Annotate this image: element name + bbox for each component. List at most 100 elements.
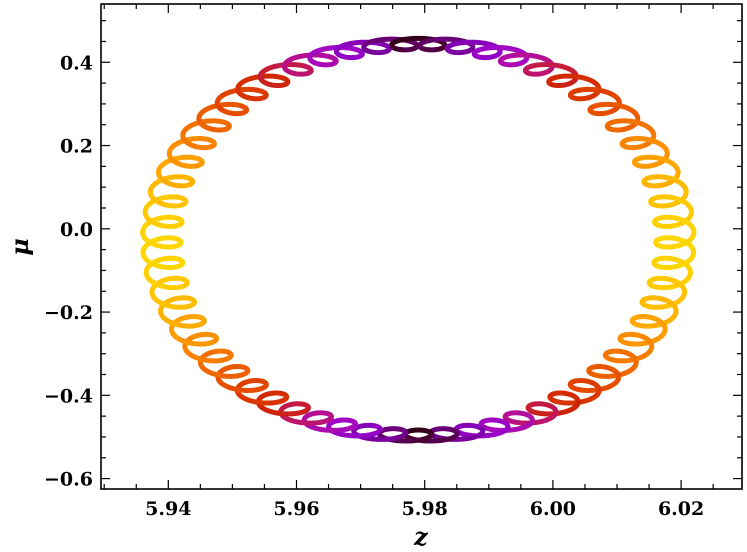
trajectory-segment bbox=[148, 174, 174, 193]
trajectory-segment bbox=[423, 434, 457, 444]
trajectory-segment bbox=[658, 218, 688, 229]
trajectory-segment bbox=[408, 432, 434, 444]
trajectory-segment bbox=[485, 424, 511, 438]
trajectory-segment bbox=[618, 348, 639, 366]
x-tick-label: 5.98 bbox=[402, 498, 448, 520]
trajectory-segment bbox=[174, 320, 205, 329]
trajectory-group bbox=[140, 35, 697, 444]
trajectory-segment bbox=[205, 333, 220, 346]
trajectory-segment bbox=[568, 93, 591, 102]
trajectory-segment bbox=[224, 384, 260, 393]
y-tick-label: 0.2 bbox=[60, 136, 93, 158]
trajectory-segment bbox=[571, 73, 601, 89]
trajectory-segment bbox=[619, 331, 647, 340]
trajectory-segment bbox=[682, 201, 694, 224]
trajectory-segment bbox=[150, 214, 181, 223]
trajectory-segment bbox=[158, 275, 187, 284]
trajectory-segment bbox=[308, 410, 333, 418]
trajectory-segment bbox=[639, 295, 662, 305]
trajectory-segment bbox=[177, 178, 196, 189]
trajectory-segment bbox=[680, 263, 693, 285]
trajectory-segment bbox=[478, 417, 498, 427]
trajectory-segment bbox=[156, 157, 174, 179]
trajectory-segment bbox=[663, 157, 681, 179]
trajectory-segment bbox=[605, 118, 634, 128]
trajectory-segment bbox=[169, 321, 183, 342]
x-tick-label: 6.00 bbox=[530, 498, 576, 520]
trajectory-segment bbox=[528, 62, 565, 69]
trajectory-segment bbox=[504, 410, 529, 418]
trajectory-segment bbox=[620, 349, 652, 364]
trajectory-segment bbox=[192, 142, 217, 151]
trajectory-segment bbox=[592, 101, 627, 110]
trajectory-segment bbox=[168, 154, 201, 163]
trajectory-segment bbox=[602, 348, 624, 358]
trajectory-segment bbox=[177, 277, 190, 290]
trajectory-segment bbox=[279, 401, 305, 412]
trajectory-segment bbox=[448, 427, 460, 440]
trajectory-segment bbox=[649, 200, 676, 209]
trajectory-segment bbox=[567, 87, 587, 99]
trajectory-segment bbox=[175, 299, 198, 310]
trajectory-segment bbox=[196, 104, 215, 124]
y-tick-label: −0.4 bbox=[44, 385, 93, 407]
trajectory-segment bbox=[146, 194, 178, 207]
trajectory-segment bbox=[158, 308, 180, 328]
trajectory-segment bbox=[416, 37, 438, 49]
trajectory-segment bbox=[641, 334, 655, 355]
trajectory-segment bbox=[281, 57, 293, 74]
trajectory-segment bbox=[472, 45, 504, 55]
trajectory-segment bbox=[648, 194, 665, 206]
trajectory-segment bbox=[526, 68, 552, 77]
trajectory-segment bbox=[670, 187, 689, 207]
trajectory-segment bbox=[155, 262, 184, 270]
trajectory-segment bbox=[547, 73, 577, 83]
trajectory-segment bbox=[215, 122, 232, 133]
trajectory-segment bbox=[217, 364, 243, 376]
trajectory-segment bbox=[171, 158, 200, 169]
trajectory-segment bbox=[522, 63, 534, 76]
trajectory-segment bbox=[447, 48, 473, 56]
trajectory-segment bbox=[275, 77, 291, 89]
trajectory-segment bbox=[304, 422, 338, 433]
trajectory-segment bbox=[631, 156, 642, 169]
trajectory-segment bbox=[620, 142, 645, 151]
trajectory-segment bbox=[641, 174, 668, 184]
trajectory-segment bbox=[173, 216, 185, 229]
trajectory-segment bbox=[156, 173, 183, 189]
trajectory-segment bbox=[661, 255, 690, 269]
trajectory-segment bbox=[308, 45, 339, 58]
trajectory-segment bbox=[587, 103, 598, 116]
trajectory-segment bbox=[513, 52, 549, 63]
trajectory-segment bbox=[214, 92, 226, 112]
y-axis-label: μ bbox=[5, 238, 34, 256]
trajectory-segment bbox=[636, 154, 669, 163]
trajectory-segment bbox=[390, 35, 421, 46]
trajectory-segment bbox=[629, 314, 644, 326]
trajectory-segment bbox=[235, 83, 251, 101]
trajectory-segment bbox=[288, 52, 324, 63]
trajectory-segment bbox=[236, 73, 266, 89]
trajectory-segment bbox=[621, 104, 641, 124]
trajectory-segment bbox=[140, 248, 161, 269]
trajectory-segment bbox=[588, 371, 621, 379]
trajectory-segment bbox=[184, 349, 216, 364]
trajectory-segment bbox=[346, 430, 380, 439]
trajectory-segment bbox=[662, 174, 689, 193]
y-tick-label: 0.0 bbox=[60, 219, 93, 241]
trajectory-segment bbox=[288, 417, 324, 426]
trajectory-segment bbox=[636, 158, 665, 169]
trajectory-segment bbox=[254, 379, 269, 393]
trajectory-segment bbox=[257, 63, 278, 81]
trajectory-segment bbox=[556, 399, 581, 416]
trajectory-segment bbox=[628, 118, 656, 136]
trajectory-segment bbox=[525, 401, 538, 414]
x-axis-label: z bbox=[413, 522, 429, 551]
trajectory-segment bbox=[190, 331, 217, 340]
trajectory-segment bbox=[383, 426, 407, 434]
trajectory-segment bbox=[631, 320, 662, 329]
trajectory-segment bbox=[151, 294, 181, 310]
trajectory-segment bbox=[498, 59, 520, 68]
trajectory-segment bbox=[470, 426, 486, 441]
trajectory-segment bbox=[654, 321, 668, 342]
